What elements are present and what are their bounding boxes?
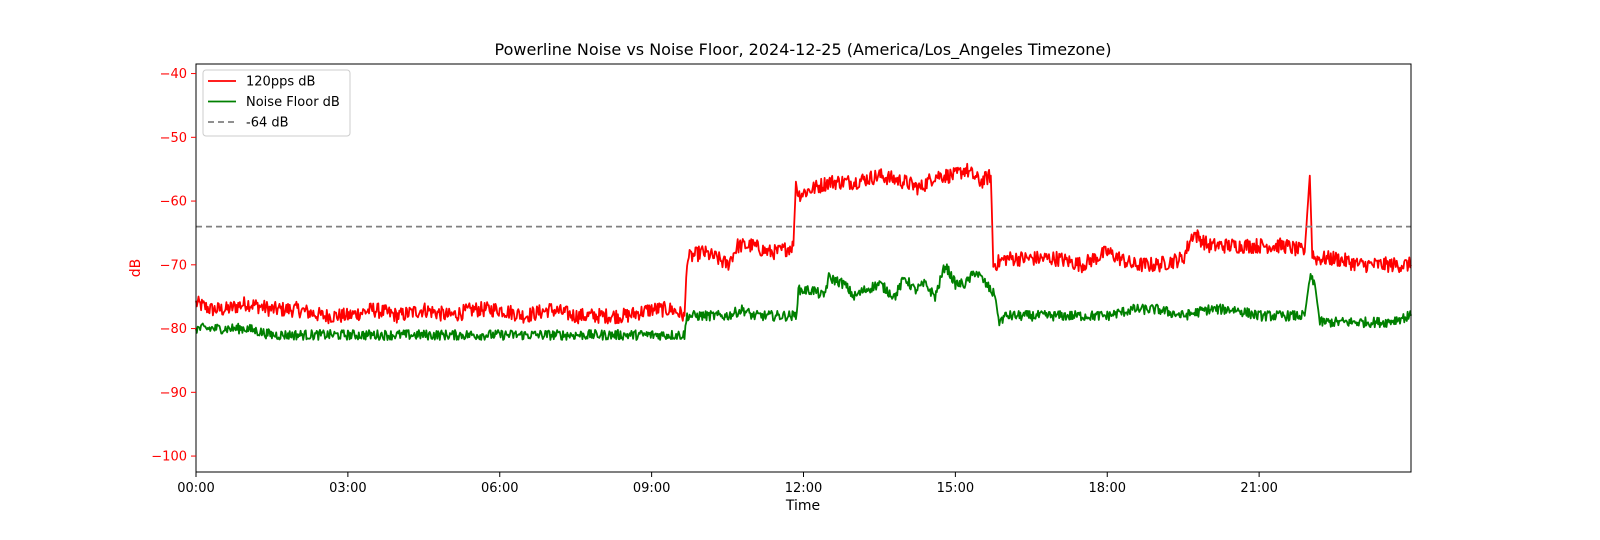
plot-frame — [195, 63, 1412, 473]
plot-layer — [195, 162, 1412, 341]
chart-title: Powerline Noise vs Noise Floor, 2024-12-… — [495, 40, 1112, 60]
x-tick-label: 18:00 — [1089, 481, 1126, 496]
x-tick-label: 00:00 — [177, 481, 214, 496]
y-tick-label: −40 — [160, 67, 187, 82]
legend-label: Noise Floor dB — [246, 95, 340, 110]
x-tick-label: 15:00 — [937, 481, 974, 496]
x-tick-label: 12:00 — [785, 481, 822, 496]
x-tick-label: 03:00 — [329, 481, 366, 496]
legend: 120pps dB Noise Floor dB -64 dB — [202, 69, 351, 137]
x-axis: 00:00 03:00 06:00 09:00 12:00 15:00 18:00 21:00 — [177, 472, 1278, 496]
y-tick-label: −50 — [160, 131, 187, 146]
y-tick-label: −80 — [160, 322, 187, 337]
x-tick-label: 09:00 — [633, 481, 670, 496]
y-tick-label: −90 — [160, 386, 187, 401]
x-axis-title: Time — [785, 498, 820, 514]
legend-box — [202, 69, 351, 137]
x-tick-label: 06:00 — [481, 481, 518, 496]
y-tick-label: −60 — [160, 195, 187, 210]
y-tick-label: −70 — [160, 258, 187, 273]
y-axis-title: dB — [128, 259, 144, 278]
legend-label: 120pps dB — [246, 75, 315, 90]
y-axis: −40 −50 −60 −70 −80 −90 −100 — [151, 67, 196, 465]
y-tick-label: −100 — [151, 450, 187, 465]
series-line-1 — [195, 263, 1412, 341]
legend-label: -64 dB — [246, 116, 289, 131]
x-tick-label: 21:00 — [1240, 481, 1277, 496]
series-line-0 — [195, 162, 1412, 325]
